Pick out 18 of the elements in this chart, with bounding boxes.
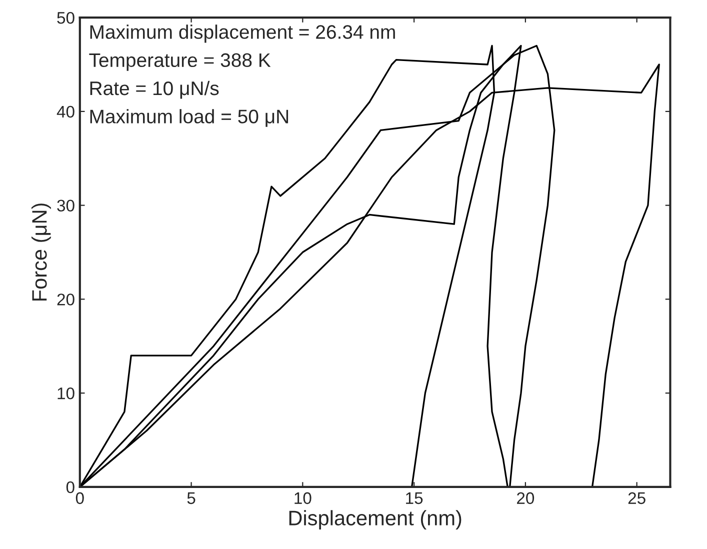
annotation: Rate = 10 μN/s xyxy=(90,80,219,99)
y-tick-label: 30 xyxy=(57,200,74,212)
y-tick-label: 20 xyxy=(57,294,74,306)
x-tick-label: 10 xyxy=(294,492,312,504)
y-tick-label: 50 xyxy=(57,12,74,24)
x-tick-label: 0 xyxy=(76,492,84,504)
y-axis-title: Force (μN) xyxy=(32,204,51,301)
annotation: Maximum displacement = 26.34 nm xyxy=(90,24,395,43)
x-tick-label: 15 xyxy=(406,492,423,504)
y-tick-label: 10 xyxy=(58,387,74,400)
x-tick-label: 25 xyxy=(628,492,646,504)
x-tick-label: 20 xyxy=(517,492,534,504)
annotation: Maximum load = 50 μN xyxy=(90,109,288,127)
y-tick-label: 40 xyxy=(56,106,74,118)
y-tick-label: 0 xyxy=(66,481,74,494)
x-tick-label: 5 xyxy=(187,492,196,504)
x-axis-title: Displacement (nm) xyxy=(289,510,462,530)
annotation: Temperature = 388 K xyxy=(89,53,271,71)
